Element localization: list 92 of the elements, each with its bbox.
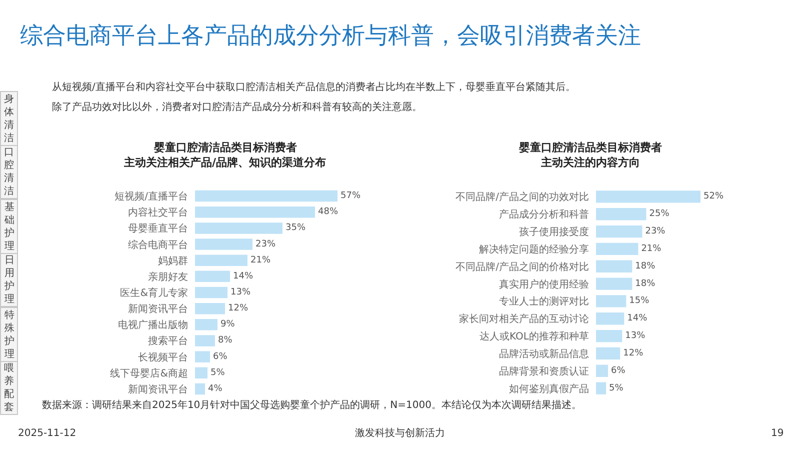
bar	[596, 295, 626, 308]
y-tick-label: 孩子使用接受度	[519, 226, 589, 238]
bar	[596, 260, 632, 272]
y-tick-label: 电视广播出版物	[118, 319, 188, 332]
text: 日用护理	[4, 255, 14, 305]
text: 身体清洁	[4, 93, 14, 144]
data-label: 35%	[286, 223, 306, 234]
data-label: 18%	[635, 261, 656, 272]
bar	[195, 270, 230, 282]
y-tick-label: 医生&育儿专家	[120, 287, 188, 299]
y-tick-label: 达人或KOL的推荐和种草	[480, 330, 589, 343]
text: 综合电商平台上各产品的成分分析与科普，会吸引消费者关注	[20, 23, 641, 49]
y-tick-label: 家长间对相关产品的互动讨论	[459, 313, 589, 326]
bar	[596, 330, 622, 342]
text: 2025-11-12	[18, 428, 76, 439]
bar	[596, 312, 624, 325]
bar	[596, 208, 646, 220]
data-label: 18%	[635, 278, 656, 289]
y-tick-label: 搜索平台	[148, 335, 188, 348]
text: 从短视频/直播平台和内容社交平台中获取口腔清洁相关产品信息的消费者占比均在半数上下，母婴垂直平台紧随其后。	[52, 81, 576, 93]
data-label: 5%	[210, 368, 226, 378]
y-tick-label: 线下母婴店&商超	[110, 367, 188, 380]
bar	[596, 242, 638, 256]
text: 19	[771, 428, 784, 439]
bar	[195, 383, 205, 395]
bar	[195, 302, 225, 314]
bar	[596, 382, 606, 394]
y-tick-label: 短视频/直播平台	[114, 190, 188, 203]
bar	[195, 206, 315, 218]
data-label: 21%	[641, 244, 662, 254]
bar	[195, 254, 248, 266]
y-tick-label: 如何鉴别真假产品	[509, 382, 589, 395]
data-label: 57%	[340, 191, 361, 202]
y-tick-label: 新闻资讯平台	[128, 303, 188, 316]
data-label: 5%	[609, 383, 624, 394]
text: 口腔清洁	[4, 147, 14, 197]
y-tick-label: 母婴垂直平台	[128, 222, 188, 235]
y-tick-label: 品牌背景和资质认证	[499, 365, 589, 378]
y-tick-label: 不同品牌/产品之间的价格对比	[456, 260, 589, 273]
y-tick-label: 不同品牌/产品之间的功效对比	[456, 191, 589, 204]
data-label: 21%	[250, 255, 271, 266]
y-tick-label: 长视频平台	[138, 351, 188, 364]
y-tick-label: 综合电商平台	[128, 238, 188, 251]
data-label: 15%	[629, 296, 650, 306]
bar	[195, 238, 252, 250]
y-tick-label: 妈妈群	[158, 254, 188, 267]
data-label: 52%	[704, 192, 724, 202]
bar	[596, 278, 632, 290]
bar	[195, 319, 218, 330]
data-label: 48%	[318, 207, 338, 218]
bar	[195, 286, 228, 298]
y-tick-label: 真实用户的使用经验	[499, 278, 589, 290]
y-tick-label: 专业人士的测评对比	[499, 296, 589, 308]
text: 特殊护理	[4, 309, 14, 360]
bar	[596, 364, 608, 377]
chart-subtitle: 主动关注的内容方向	[540, 156, 640, 169]
data-label: 9%	[220, 320, 236, 330]
data-label: 6%	[611, 366, 626, 376]
chart-title: 婴童口腔清洁品类目标消费者	[153, 141, 297, 154]
data-label: 4%	[208, 384, 223, 394]
bar	[195, 351, 210, 362]
data-label: 25%	[649, 209, 670, 220]
bar	[596, 347, 620, 360]
chart-subtitle: 主动关注相关产品/品牌、知识的渠道分布	[123, 156, 326, 169]
y-tick-label: 解决特定问题的经验分享	[479, 243, 589, 256]
data-label: 14%	[233, 271, 254, 282]
y-tick-label: 内容社交平台	[128, 206, 188, 219]
y-tick-label: 亲朋好友	[148, 270, 188, 283]
data-label: 12%	[228, 304, 248, 314]
data-label: 23%	[256, 239, 276, 250]
chart-title: 婴童口腔清洁品类目标消费者	[518, 141, 662, 154]
data-label: 8%	[218, 336, 233, 346]
source-note: 数据来源：调研结果来自2025年10月针对中国父母选购婴童个护产品的调研，N=1000。本结论仅为本次调研结果描述。	[42, 399, 582, 411]
y-tick-label: 品牌活动或新品信息	[499, 348, 589, 360]
data-label: 6%	[213, 352, 228, 362]
data-label: 23%	[645, 226, 666, 237]
text: 激发科技与创新活力	[355, 427, 445, 439]
bar	[596, 190, 700, 203]
y-tick-label: 产品成分分析和科普	[499, 208, 589, 221]
bar	[596, 225, 642, 238]
text: 基础护理	[4, 201, 14, 252]
text: 除了产品功效对比以外，消费者对口腔清洁产品成分分析和科普有较高的关注意愿。	[52, 101, 422, 113]
data-label: 12%	[623, 348, 644, 358]
bar	[195, 222, 282, 234]
data-label: 13%	[625, 331, 646, 342]
data-label: 13%	[230, 288, 251, 298]
bar	[195, 367, 208, 379]
data-label: 14%	[627, 314, 648, 324]
bar	[195, 335, 215, 346]
text: 喂养配套	[4, 363, 14, 413]
y-tick-label: 新闻资讯平台	[128, 383, 188, 396]
bar	[195, 190, 338, 202]
